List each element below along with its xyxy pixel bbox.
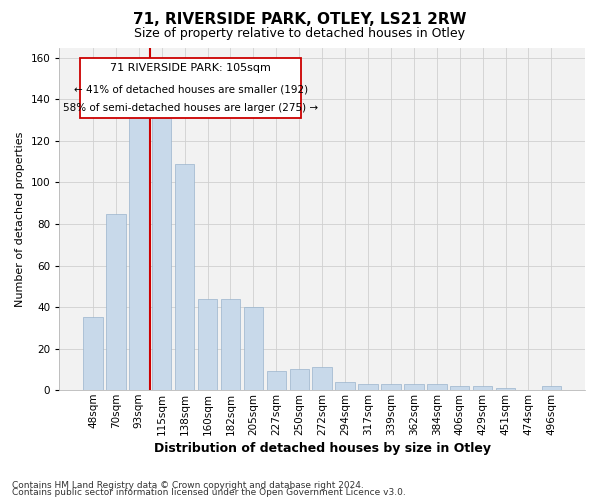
Bar xyxy=(83,318,103,390)
Bar xyxy=(290,370,309,390)
FancyBboxPatch shape xyxy=(80,58,301,118)
Bar xyxy=(542,386,561,390)
Bar xyxy=(129,118,149,390)
Text: Contains public sector information licensed under the Open Government Licence v3: Contains public sector information licen… xyxy=(12,488,406,497)
Bar xyxy=(404,384,424,390)
Bar xyxy=(106,214,125,390)
Bar xyxy=(381,384,401,390)
Y-axis label: Number of detached properties: Number of detached properties xyxy=(15,131,25,306)
Bar xyxy=(152,118,172,390)
Bar xyxy=(221,299,240,390)
Bar xyxy=(198,299,217,390)
Text: Contains HM Land Registry data © Crown copyright and database right 2024.: Contains HM Land Registry data © Crown c… xyxy=(12,480,364,490)
X-axis label: Distribution of detached houses by size in Otley: Distribution of detached houses by size … xyxy=(154,442,491,455)
Bar xyxy=(244,307,263,390)
Bar xyxy=(450,386,469,390)
Bar xyxy=(335,382,355,390)
Text: 58% of semi-detached houses are larger (275) →: 58% of semi-detached houses are larger (… xyxy=(63,104,319,114)
Text: 71, RIVERSIDE PARK, OTLEY, LS21 2RW: 71, RIVERSIDE PARK, OTLEY, LS21 2RW xyxy=(133,12,467,28)
Text: ← 41% of detached houses are smaller (192): ← 41% of detached houses are smaller (19… xyxy=(74,84,308,94)
Bar xyxy=(473,386,493,390)
Bar xyxy=(313,368,332,390)
Text: Size of property relative to detached houses in Otley: Size of property relative to detached ho… xyxy=(134,28,466,40)
Bar xyxy=(427,384,446,390)
Bar xyxy=(266,372,286,390)
Text: 71 RIVERSIDE PARK: 105sqm: 71 RIVERSIDE PARK: 105sqm xyxy=(110,63,271,73)
Bar xyxy=(175,164,194,390)
Bar xyxy=(358,384,378,390)
Bar xyxy=(496,388,515,390)
